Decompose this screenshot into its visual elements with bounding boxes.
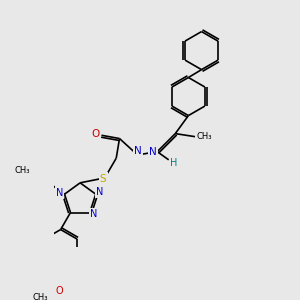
Text: S: S [100, 174, 106, 184]
Text: O: O [92, 129, 100, 139]
Text: CH₃: CH₃ [196, 132, 212, 141]
Text: CH₃: CH₃ [33, 293, 48, 300]
Text: N: N [134, 146, 141, 156]
Text: CH₃: CH₃ [15, 166, 30, 175]
Text: O: O [55, 286, 63, 296]
Text: N: N [56, 188, 63, 197]
Text: H: H [170, 158, 177, 168]
Text: N: N [96, 187, 104, 196]
Text: N: N [149, 147, 157, 157]
Text: N: N [90, 209, 98, 219]
